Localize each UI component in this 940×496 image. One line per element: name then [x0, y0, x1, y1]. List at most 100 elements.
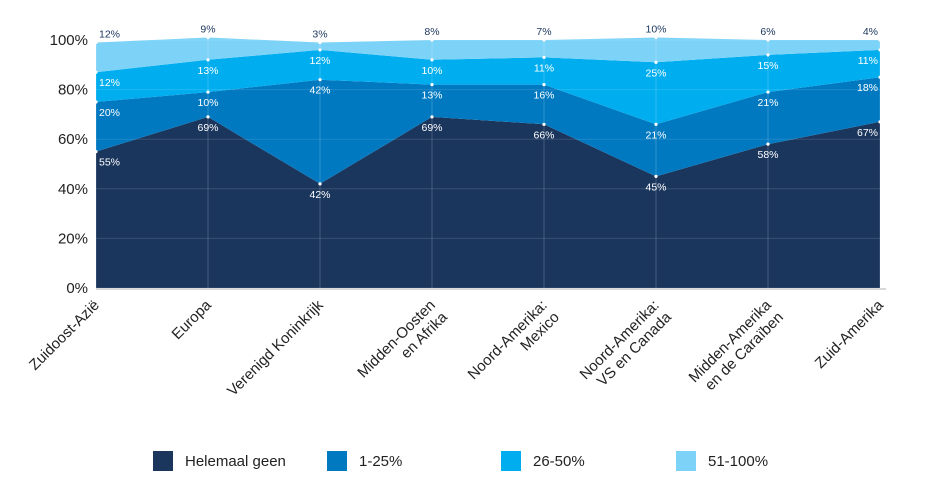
legend-item: 51-100%	[676, 450, 768, 472]
data-label: 7%	[536, 26, 551, 38]
legend-label: 51-100%	[708, 452, 769, 470]
data-point	[878, 38, 882, 42]
data-label: 42%	[309, 189, 330, 201]
y-tick-label: 80%	[58, 82, 88, 99]
data-label: 13%	[197, 65, 218, 77]
data-point	[318, 40, 322, 45]
data-label: 6%	[760, 26, 775, 38]
data-label: 11%	[858, 55, 878, 67]
data-point	[766, 38, 770, 42]
data-point	[318, 78, 322, 82]
data-label: 21%	[645, 129, 666, 141]
x-tick-label: Noord-Amerika:VS en Canada	[577, 296, 676, 395]
y-tick-label: 20%	[58, 230, 88, 247]
stacked-area-chart: 0% 20% 40% 60% 80% 100% Zuidoost-Azië Europa Ve…	[26, 24, 887, 400]
data-label: 12%	[99, 77, 120, 89]
data-point	[318, 48, 322, 52]
y-tick-label: 0%	[66, 280, 88, 297]
legend: Helemaal geen 1-25% 26-50% 51-100%	[0, 450, 940, 474]
data-point	[430, 83, 434, 87]
data-point	[878, 48, 882, 52]
data-label: 21%	[757, 97, 778, 109]
x-tick-label: Noord-Amerika:Mexico	[465, 297, 563, 395]
data-point	[430, 58, 434, 62]
data-point	[542, 55, 546, 59]
legend-item: 1-25%	[327, 450, 402, 472]
data-label: 12%	[309, 55, 330, 67]
data-label: 10%	[421, 65, 442, 77]
data-label: 15%	[757, 60, 778, 72]
data-label: 16%	[533, 90, 554, 102]
area-3	[96, 49, 880, 125]
data-label: 8%	[424, 26, 439, 38]
y-tick-label: 60%	[58, 131, 88, 148]
data-point	[878, 120, 882, 124]
data-point	[766, 142, 770, 146]
data-label: 58%	[757, 149, 778, 161]
data-label: 45%	[645, 181, 666, 193]
area-4	[96, 37, 880, 73]
data-point	[206, 58, 210, 62]
x-tick-label: Verenigd Koninkrijk	[224, 296, 327, 399]
data-label: 25%	[645, 67, 666, 79]
data-label: 10%	[645, 24, 666, 36]
legend-item: 26-50%	[501, 450, 585, 472]
data-label: 20%	[99, 107, 120, 119]
data-label: 69%	[421, 122, 442, 134]
data-label: 18%	[857, 82, 878, 94]
legend-item: Helemaal geen	[153, 450, 286, 472]
data-point	[430, 115, 434, 119]
data-label: 13%	[421, 90, 442, 102]
data-label: 69%	[197, 122, 218, 134]
y-tick-label: 100%	[50, 32, 88, 49]
data-point	[542, 38, 546, 42]
data-points	[94, 35, 882, 186]
legend-label: 26-50%	[533, 452, 585, 470]
legend-label: Helemaal geen	[185, 452, 286, 470]
data-point	[94, 40, 98, 45]
legend-swatch	[676, 451, 696, 471]
data-label: 42%	[309, 85, 330, 97]
x-tick-label: Europa	[169, 296, 216, 343]
x-axis-ticks: Zuidoost-Azië Europa Verenigd Koninkrijk Mi…	[26, 296, 887, 399]
data-point	[206, 35, 210, 40]
y-tick-label: 40%	[58, 181, 88, 198]
data-point	[542, 122, 546, 126]
data-point	[654, 174, 658, 178]
data-label: 9%	[200, 24, 215, 36]
data-point	[206, 115, 210, 119]
data-label: 3%	[312, 28, 327, 40]
data-point	[878, 75, 882, 79]
legend-swatch	[501, 451, 521, 471]
data-point	[654, 60, 658, 64]
data-point	[766, 53, 770, 57]
data-point	[654, 35, 658, 40]
x-tick-label: Midden-Amerikaen de Caraïben	[686, 296, 788, 398]
y-axis-ticks: 0% 20% 40% 60% 80% 100%	[50, 32, 88, 297]
data-point	[318, 182, 322, 186]
series-areas	[96, 37, 880, 289]
data-point	[766, 90, 770, 94]
data-point	[94, 150, 98, 154]
data-label: 66%	[533, 129, 554, 141]
data-label: 67%	[857, 127, 878, 139]
x-tick-label: Zuid-Amerika	[812, 296, 888, 372]
area-1	[96, 116, 880, 289]
data-point	[94, 70, 98, 74]
area-2	[96, 77, 880, 184]
data-label: 11%	[534, 62, 554, 74]
data-point	[542, 83, 546, 87]
x-tick-label: Zuidoost-Azië	[26, 297, 103, 374]
legend-swatch	[327, 451, 347, 471]
data-label: 4%	[863, 26, 878, 38]
data-labels: 55% 69% 42% 69% 66% 45% 58% 67% 20% 10% 42% 13% 16% 2…	[99, 24, 878, 201]
data-label: 12%	[99, 28, 120, 40]
legend-swatch	[153, 451, 173, 471]
legend-label: 1-25%	[359, 452, 403, 470]
data-point	[206, 90, 210, 94]
data-point	[654, 122, 658, 126]
data-label: 10%	[197, 97, 218, 109]
data-label: 55%	[99, 157, 120, 169]
data-point	[94, 100, 98, 104]
x-tick-label: Midden-Oostenen Afrika	[354, 296, 451, 393]
